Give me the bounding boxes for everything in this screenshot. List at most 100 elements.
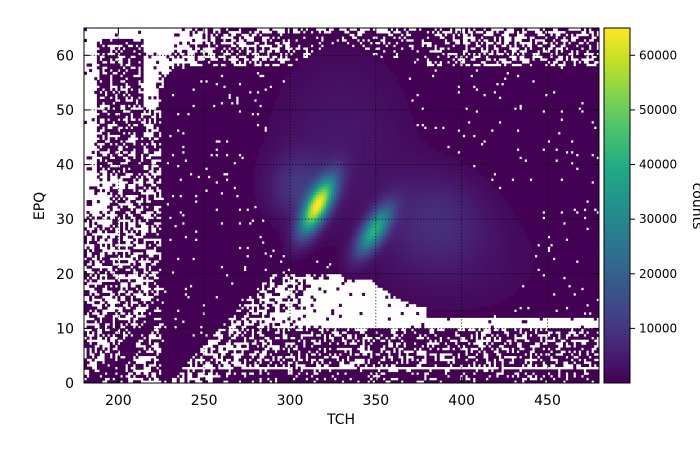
heatmap-bin	[138, 366, 142, 370]
heatmap-bin	[181, 118, 185, 122]
heatmap-bin	[197, 74, 201, 78]
heatmap-bin	[179, 126, 183, 130]
heatmap-bin	[233, 156, 237, 160]
heatmap-bin	[120, 227, 124, 231]
heatmap-bin	[99, 47, 103, 51]
heatmap-bin	[156, 312, 160, 316]
heatmap-bin	[171, 352, 175, 357]
heatmap-bin	[166, 150, 170, 155]
heatmap-bin	[135, 339, 139, 343]
heatmap-bin	[199, 287, 203, 291]
heatmap-bin	[220, 306, 224, 310]
heatmap-bin	[176, 101, 180, 105]
heatmap-bin	[150, 312, 154, 316]
heatmap-bin	[112, 139, 116, 144]
heatmap-bin	[171, 260, 175, 264]
heatmap-bin	[114, 290, 118, 294]
heatmap-bin	[184, 268, 188, 272]
heatmap-bin	[225, 268, 229, 272]
heatmap-bin	[215, 172, 219, 176]
heatmap-bin	[199, 328, 203, 332]
heatmap-bin	[233, 254, 237, 258]
heatmap-bin	[158, 284, 162, 288]
heatmap-bin	[171, 303, 175, 307]
heatmap-bin	[140, 68, 144, 73]
heatmap-bin	[197, 339, 201, 343]
heatmap-bin	[168, 306, 172, 310]
heatmap-bin	[91, 372, 95, 376]
heatmap-bin	[225, 301, 229, 305]
heatmap-bin	[184, 227, 188, 231]
heatmap-bin	[230, 189, 234, 193]
heatmap-bin	[210, 104, 214, 108]
heatmap-bin	[179, 298, 183, 302]
heatmap-bin	[233, 47, 237, 51]
heatmap-bin	[138, 352, 142, 357]
heatmap-bin	[84, 363, 87, 368]
heatmap-bin	[135, 115, 139, 119]
heatmap-bin	[130, 309, 134, 313]
heatmap-bin	[138, 230, 142, 234]
heatmap-bin	[109, 344, 113, 348]
heatmap-bin	[189, 186, 193, 190]
heatmap-bin	[197, 301, 201, 305]
heatmap-bin	[148, 208, 152, 212]
heatmap-bin	[120, 77, 124, 81]
heatmap-bin	[192, 189, 196, 193]
heatmap-bin	[102, 115, 106, 119]
heatmap-bin	[197, 68, 201, 73]
heatmap-bin	[125, 208, 129, 212]
heatmap-bin	[84, 306, 87, 310]
heatmap-bin	[192, 372, 196, 376]
heatmap-bin	[163, 374, 167, 378]
heatmap-bin	[86, 292, 90, 297]
heatmap-bin	[184, 350, 188, 354]
heatmap-bin	[174, 284, 178, 288]
heatmap-bin	[174, 352, 178, 357]
heatmap-bin	[225, 232, 229, 236]
heatmap-bin	[176, 88, 180, 92]
heatmap-bin	[156, 295, 160, 299]
heatmap-bin	[184, 200, 188, 204]
heatmap-bin	[228, 238, 232, 242]
heatmap-bin	[161, 74, 165, 78]
heatmap-bin	[120, 96, 124, 100]
heatmap-bin	[127, 112, 131, 116]
heatmap-bin	[127, 129, 131, 133]
heatmap-bin	[166, 312, 170, 316]
heatmap-bin	[94, 314, 98, 318]
heatmap-bin	[235, 366, 239, 370]
heatmap-bin	[181, 265, 185, 269]
heatmap-bin	[168, 235, 172, 239]
heatmap-bin	[114, 126, 118, 130]
heatmap-bin	[168, 156, 172, 160]
heatmap-bin	[153, 301, 157, 305]
heatmap-bin	[197, 241, 201, 245]
heatmap-bin	[207, 312, 211, 316]
heatmap-bin	[174, 208, 178, 212]
heatmap-bin	[174, 63, 178, 67]
heatmap-bin	[220, 325, 224, 329]
heatmap-bin	[163, 284, 167, 288]
heatmap-bin	[210, 74, 214, 78]
heatmap-bin	[187, 314, 190, 318]
heatmap-bin	[207, 82, 211, 86]
heatmap-bin	[189, 232, 193, 236]
heatmap-bin	[114, 380, 118, 383]
heatmap-bin	[132, 208, 136, 212]
heatmap-bin	[91, 262, 95, 266]
heatmap-bin	[171, 224, 175, 228]
heatmap-bin	[184, 131, 188, 135]
heatmap-bin	[176, 336, 180, 340]
heatmap-bin	[205, 58, 208, 62]
heatmap-bin	[215, 284, 219, 288]
heatmap-bin	[109, 322, 113, 327]
heatmap-bin	[104, 268, 108, 272]
heatmap-bin	[189, 279, 193, 283]
heatmap-bin	[228, 79, 232, 84]
heatmap-bin	[130, 219, 134, 223]
heatmap-bin	[194, 317, 198, 321]
heatmap-bin	[217, 238, 221, 242]
heatmap-bin	[215, 224, 219, 228]
heatmap-bin	[145, 331, 149, 335]
